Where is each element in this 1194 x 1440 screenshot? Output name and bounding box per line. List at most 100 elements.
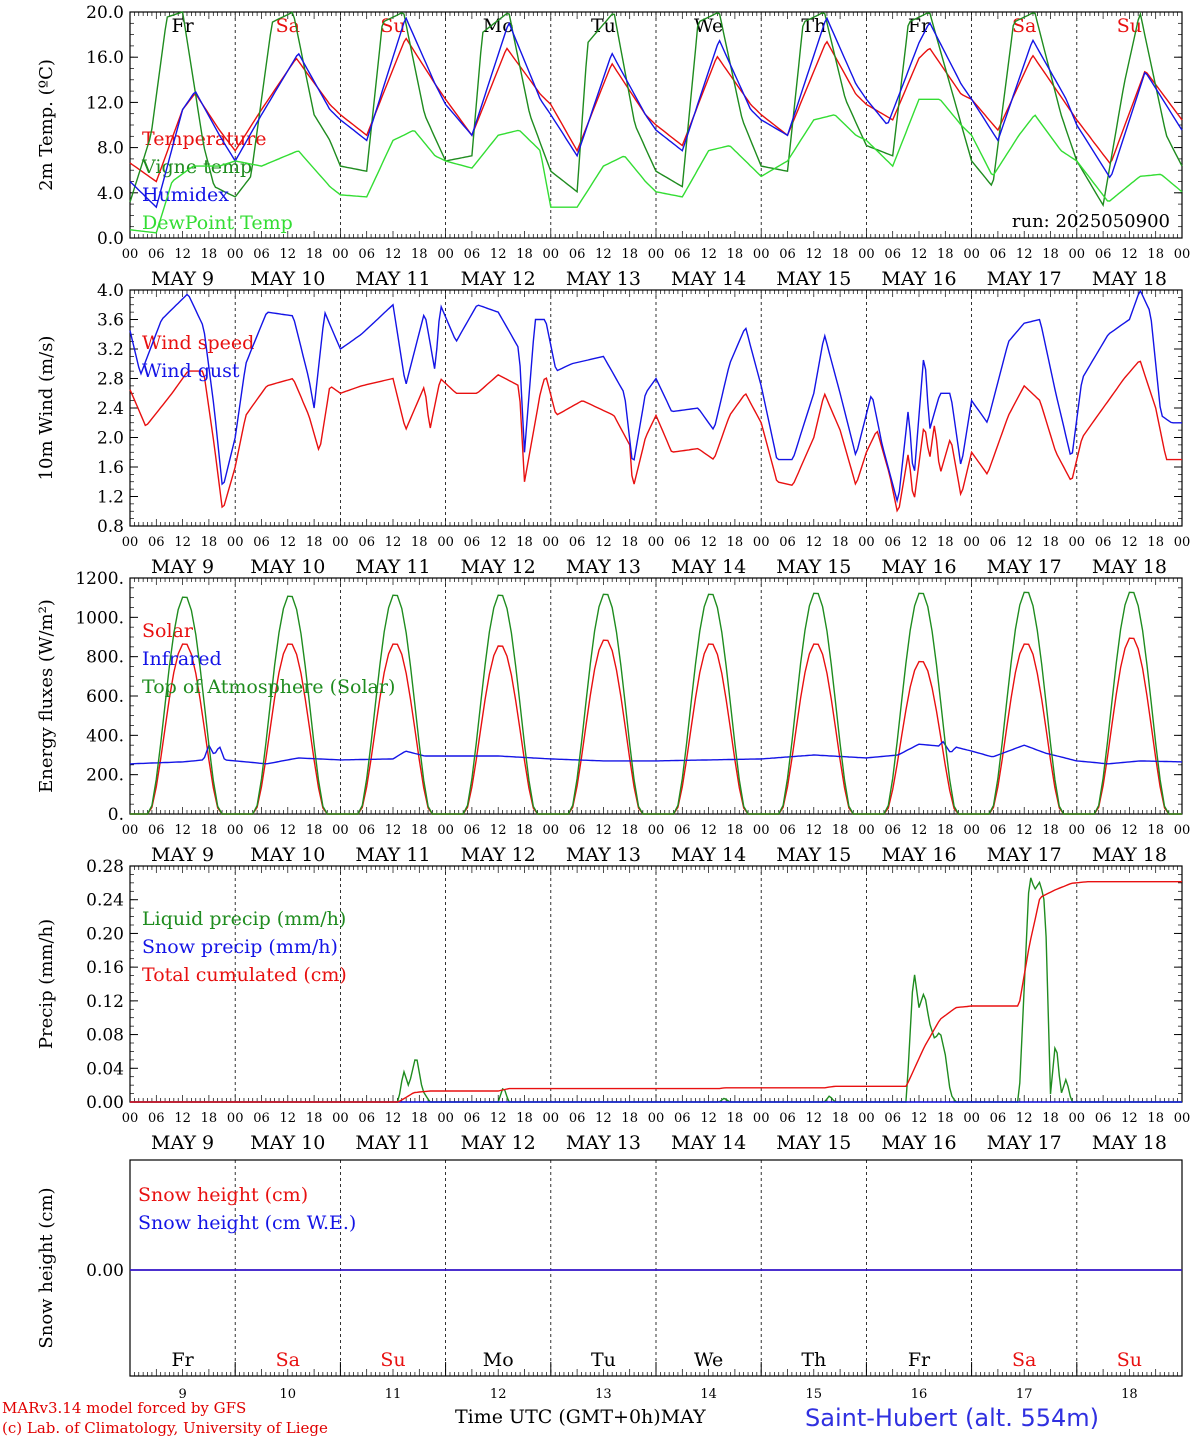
hour-label: 06 [148, 823, 165, 838]
hour-label: 12 [1016, 247, 1033, 262]
date-label: MAY 9 [151, 1132, 214, 1154]
weekday-label: Su [380, 15, 405, 37]
hour-label: 06 [464, 823, 481, 838]
hour-label: 12 [595, 247, 612, 262]
hour-label: 00 [753, 247, 770, 262]
legend-entry: Snow height (cm W.E.) [138, 1212, 356, 1234]
hour-label: 18 [306, 247, 323, 262]
date-label: MAY 14 [671, 268, 746, 290]
series-line-dewpoint-temp [129, 98, 1183, 234]
date-label: MAY 15 [776, 844, 851, 866]
hour-label: 06 [990, 823, 1007, 838]
day-number: 14 [700, 1387, 717, 1402]
series-line-vigne-temp [129, 11, 1183, 208]
weekday-label: Mo [483, 1349, 514, 1371]
hour-label: 12 [806, 1111, 823, 1126]
hour-label: 18 [201, 535, 218, 550]
weekday-label: Su [380, 1349, 405, 1371]
hour-label: 12 [385, 823, 402, 838]
hour-label: 00 [1174, 1111, 1191, 1126]
hour-label: 12 [490, 1111, 507, 1126]
hour-label: 18 [306, 535, 323, 550]
hour-label: 00 [437, 1111, 454, 1126]
hour-label: 06 [1095, 535, 1112, 550]
hour-label: 00 [543, 823, 560, 838]
y-tick-label: 8.0 [97, 139, 124, 159]
date-label: MAY 18 [1092, 556, 1167, 578]
hour-label: 00 [437, 247, 454, 262]
y-tick-label: 4.0 [97, 184, 124, 204]
hour-label: 12 [911, 535, 928, 550]
hour-label: 00 [437, 535, 454, 550]
hour-label: 12 [1121, 535, 1138, 550]
hour-label: 12 [1016, 823, 1033, 838]
y-tick-label: 800. [86, 648, 124, 668]
hour-label: 18 [621, 535, 638, 550]
hour-label: 18 [306, 1111, 323, 1126]
date-label: MAY 13 [566, 556, 641, 578]
hour-label: 18 [727, 1111, 744, 1126]
hour-label: 18 [1042, 1111, 1059, 1126]
y-tick-label: 12.0 [86, 93, 124, 113]
weekday-label: We [694, 1349, 723, 1371]
hour-label: 06 [990, 1111, 1007, 1126]
weekday-label: Th [801, 15, 826, 37]
y-tick-label: 400. [86, 726, 124, 746]
y-tick-label: 0.00 [86, 1261, 124, 1281]
hour-label: 00 [1069, 1111, 1086, 1126]
date-label: MAY 12 [461, 268, 536, 290]
hour-label: 00 [227, 535, 244, 550]
date-label: MAY 9 [151, 556, 214, 578]
date-label: MAY 9 [151, 844, 214, 866]
y-tick-label: 0.04 [86, 1059, 124, 1079]
date-label: MAY 14 [671, 844, 746, 866]
hour-label: 06 [569, 1111, 586, 1126]
day-number: 17 [1016, 1387, 1033, 1402]
hour-label: 12 [806, 823, 823, 838]
hour-label: 12 [174, 1111, 191, 1126]
hour-label: 12 [700, 535, 717, 550]
date-label: MAY 10 [250, 556, 325, 578]
hour-label: 18 [516, 1111, 533, 1126]
hour-label: 06 [674, 1111, 691, 1126]
y-tick-label: 2.8 [97, 370, 124, 390]
y-tick-label: 16.0 [86, 48, 124, 68]
hour-label: 00 [648, 535, 665, 550]
hour-label: 12 [280, 247, 297, 262]
hour-label: 00 [543, 247, 560, 262]
hour-label: 06 [148, 247, 165, 262]
hour-label: 00 [1174, 535, 1191, 550]
weekday-label: Mo [483, 15, 514, 37]
y-axis-title: Energy fluxes (W/m²) [36, 599, 57, 793]
hour-label: 06 [779, 1111, 796, 1126]
hour-label: 18 [832, 535, 849, 550]
hour-label: 00 [1174, 247, 1191, 262]
date-label: MAY 11 [355, 1132, 430, 1154]
hour-label: 12 [595, 823, 612, 838]
hour-label: 18 [937, 1111, 954, 1126]
hour-label: 12 [280, 823, 297, 838]
y-tick-label: 3.2 [97, 340, 124, 360]
hour-label: 06 [1095, 823, 1112, 838]
series-line-total-cumulated-cm- [130, 881, 1182, 1103]
hour-label: 18 [411, 535, 428, 550]
weekday-label: Sa [1012, 15, 1036, 37]
y-tick-label: 2.4 [97, 399, 124, 419]
y-tick-label: 3.6 [97, 311, 124, 331]
day-number: 12 [490, 1387, 507, 1402]
hour-label: 12 [490, 247, 507, 262]
lab-credit: (c) Lab. of Climatology, University of L… [2, 1419, 328, 1437]
hour-label: 00 [858, 823, 875, 838]
date-label: MAY 16 [881, 556, 956, 578]
hour-label: 06 [884, 823, 901, 838]
model-credit: MARv3.14 model forced by GFS [2, 1399, 247, 1417]
hour-label: 00 [648, 247, 665, 262]
y-axis-title: 2m Temp. (ºC) [36, 59, 57, 191]
hour-label: 18 [411, 247, 428, 262]
hour-label: 06 [569, 535, 586, 550]
hour-label: 18 [937, 247, 954, 262]
hour-label: 12 [806, 247, 823, 262]
hour-label: 12 [490, 823, 507, 838]
legend-entry: Snow precip (mm/h) [142, 936, 338, 958]
hour-label: 06 [674, 535, 691, 550]
